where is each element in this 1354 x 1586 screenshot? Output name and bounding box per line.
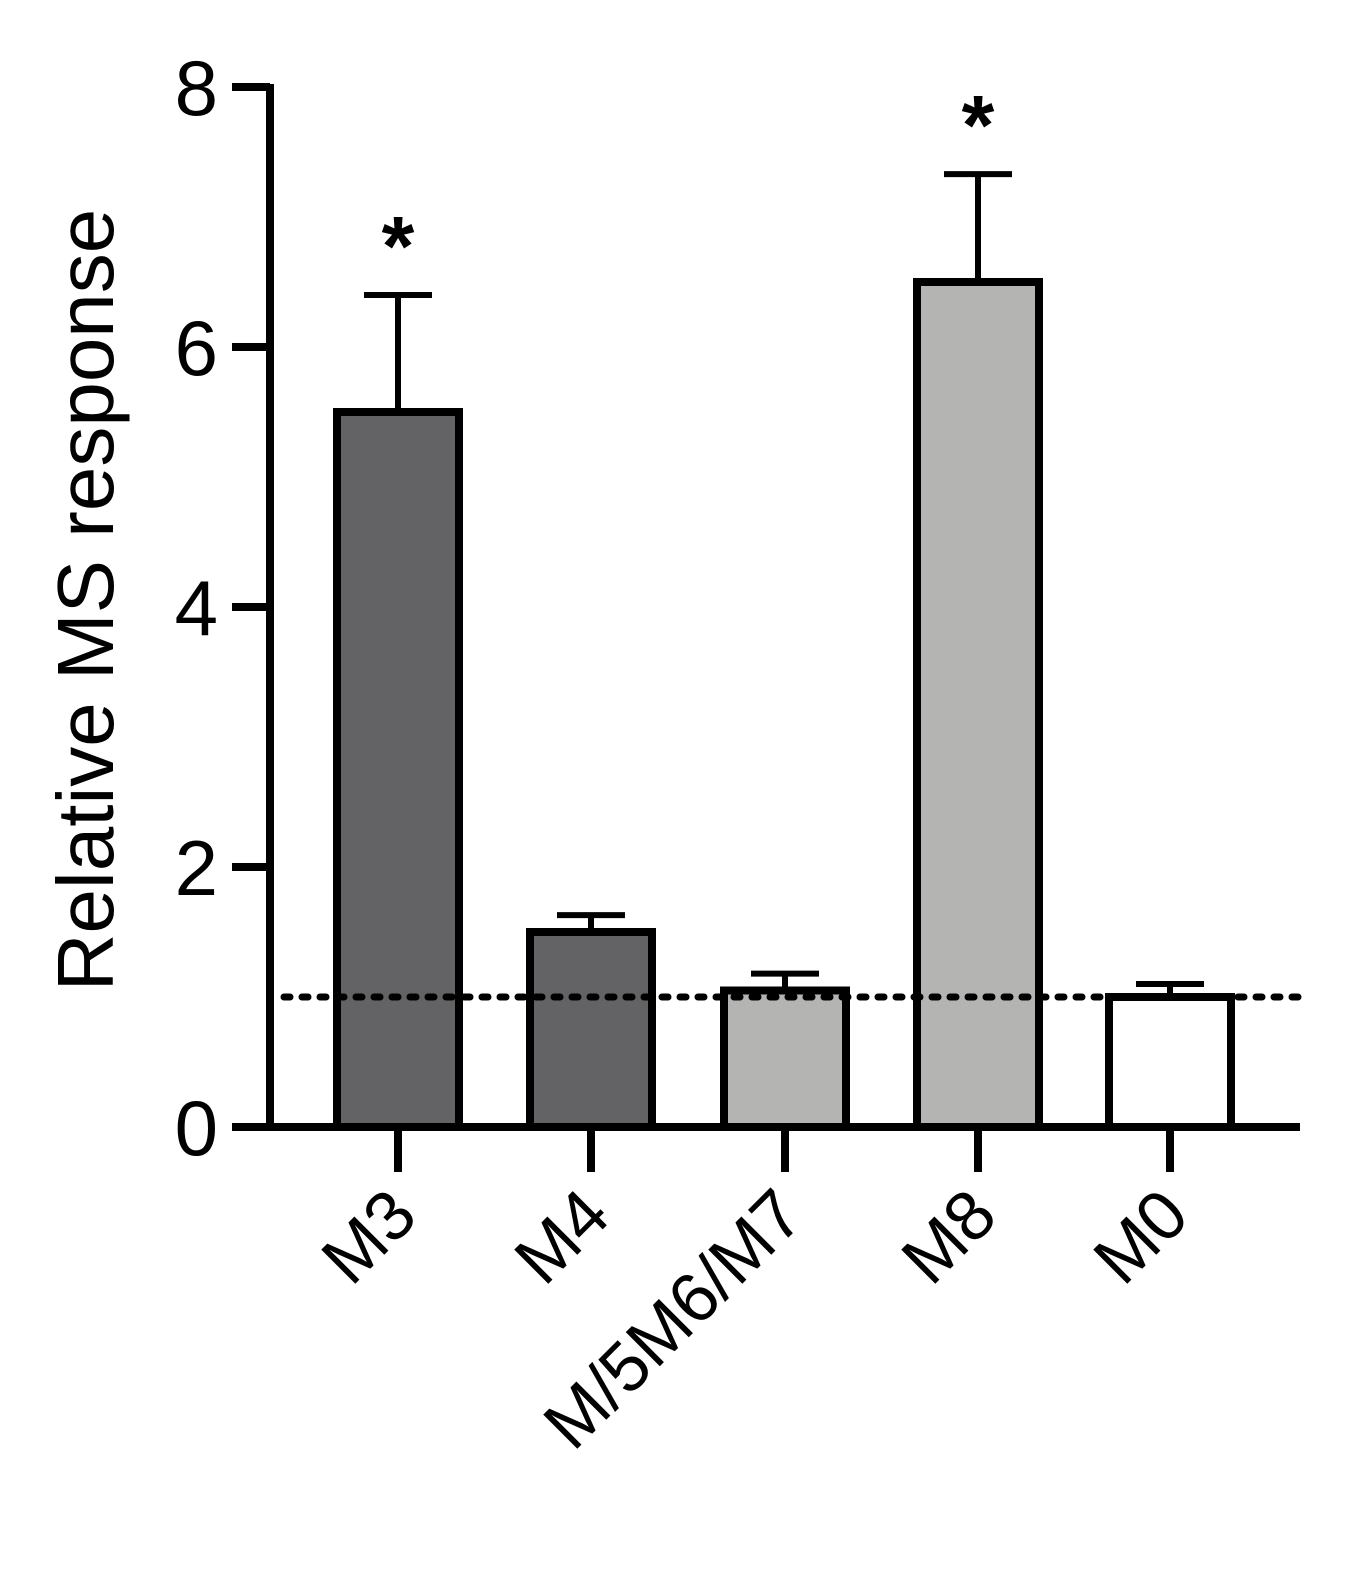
y-tick-label-0: 0	[175, 1084, 218, 1172]
y-tick-label-8: 8	[175, 44, 218, 132]
significance-marker-M3: *	[382, 199, 415, 293]
bar-M3	[333, 408, 463, 1131]
y-tick-label-2: 2	[175, 824, 218, 912]
bar-M0	[1105, 993, 1235, 1131]
bar-M8	[913, 278, 1043, 1131]
x-tick-label-M0: M0	[1079, 1174, 1203, 1298]
x-tick-label-M4: M4	[500, 1174, 624, 1298]
bar-M4	[526, 928, 656, 1131]
y-tick-label-6: 6	[175, 304, 218, 392]
bar-M/5M6/M7	[720, 986, 850, 1131]
x-tick-label-M8: M8	[887, 1174, 1011, 1298]
x-tick-label-M3: M3	[307, 1174, 431, 1298]
significance-marker-M8: *	[962, 78, 995, 172]
y-tick-label-4: 4	[175, 564, 218, 652]
y-axis-title: Relative MS response	[41, 209, 130, 992]
